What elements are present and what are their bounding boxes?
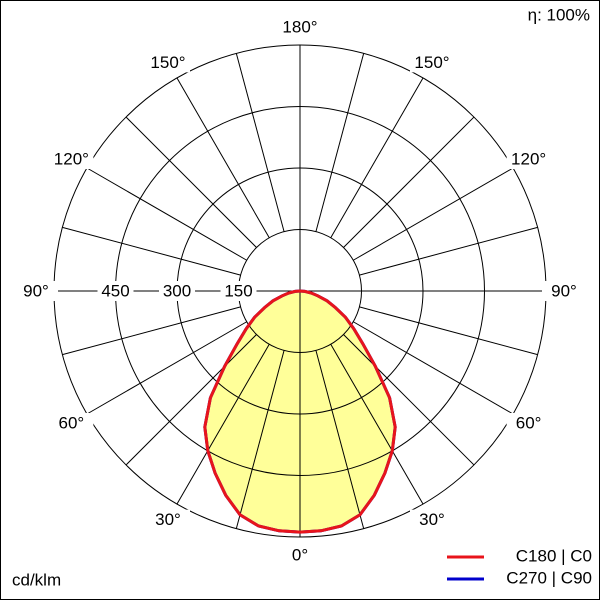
angle-label-bg (49, 149, 94, 169)
angle-label: 90° (551, 281, 577, 300)
angle-label: 150° (414, 53, 449, 72)
angle-label-bg (278, 17, 322, 37)
angle-label-bg (506, 149, 551, 169)
angle-label: 60° (516, 413, 542, 432)
efficiency-note: η: 100% (528, 5, 590, 24)
angle-label: 120° (54, 149, 89, 168)
r-tick-label: 450 (101, 281, 129, 300)
series-line (203, 289, 397, 534)
angle-label-bg (146, 509, 190, 530)
legend-label: C180 | C0 (516, 546, 592, 565)
spoke (125, 334, 257, 466)
spoke (359, 226, 538, 276)
angle-label: 30° (155, 510, 181, 529)
grid (53, 44, 547, 538)
legend-label: C270 | C90 (506, 568, 592, 587)
angle-label-bg (410, 52, 454, 73)
spoke (315, 53, 365, 232)
r-tick-label: 300 (163, 281, 191, 300)
spoke (176, 344, 270, 505)
r-tick-label-bg (220, 281, 257, 301)
r-tick-label-bg (97, 281, 134, 301)
r-tick-label-bg (159, 281, 195, 301)
angle-label-bg (49, 413, 94, 433)
angle-label-bg (278, 545, 322, 565)
spoke (353, 321, 514, 415)
spoke (330, 344, 424, 505)
spoke (62, 226, 241, 276)
spoke (235, 350, 285, 529)
angle-label: 60° (59, 413, 85, 432)
spoke (235, 53, 285, 232)
spoke (62, 306, 241, 356)
spoke (176, 77, 270, 238)
angle-label-bg (146, 52, 190, 73)
angle-label-bg (410, 509, 454, 530)
angle-label: 0° (292, 545, 308, 564)
spoke (359, 306, 538, 356)
angle-label-bg (542, 281, 586, 301)
angle-label-bg (14, 281, 58, 301)
unit-label: cd/klm (12, 570, 61, 589)
angle-label: 90° (23, 281, 49, 300)
spoke (86, 321, 247, 415)
spoke (315, 350, 365, 529)
r-tick-label: 150 (224, 281, 252, 300)
angle-label-bg (506, 413, 551, 433)
spoke (343, 334, 475, 466)
angle-label: 180° (282, 17, 317, 36)
spoke (125, 116, 257, 248)
angle-label: 120° (511, 149, 546, 168)
spoke (353, 167, 514, 261)
spoke (330, 77, 424, 238)
angle-label: 150° (150, 53, 185, 72)
spoke (86, 167, 247, 261)
angle-label: 30° (419, 510, 445, 529)
spoke (343, 116, 475, 248)
